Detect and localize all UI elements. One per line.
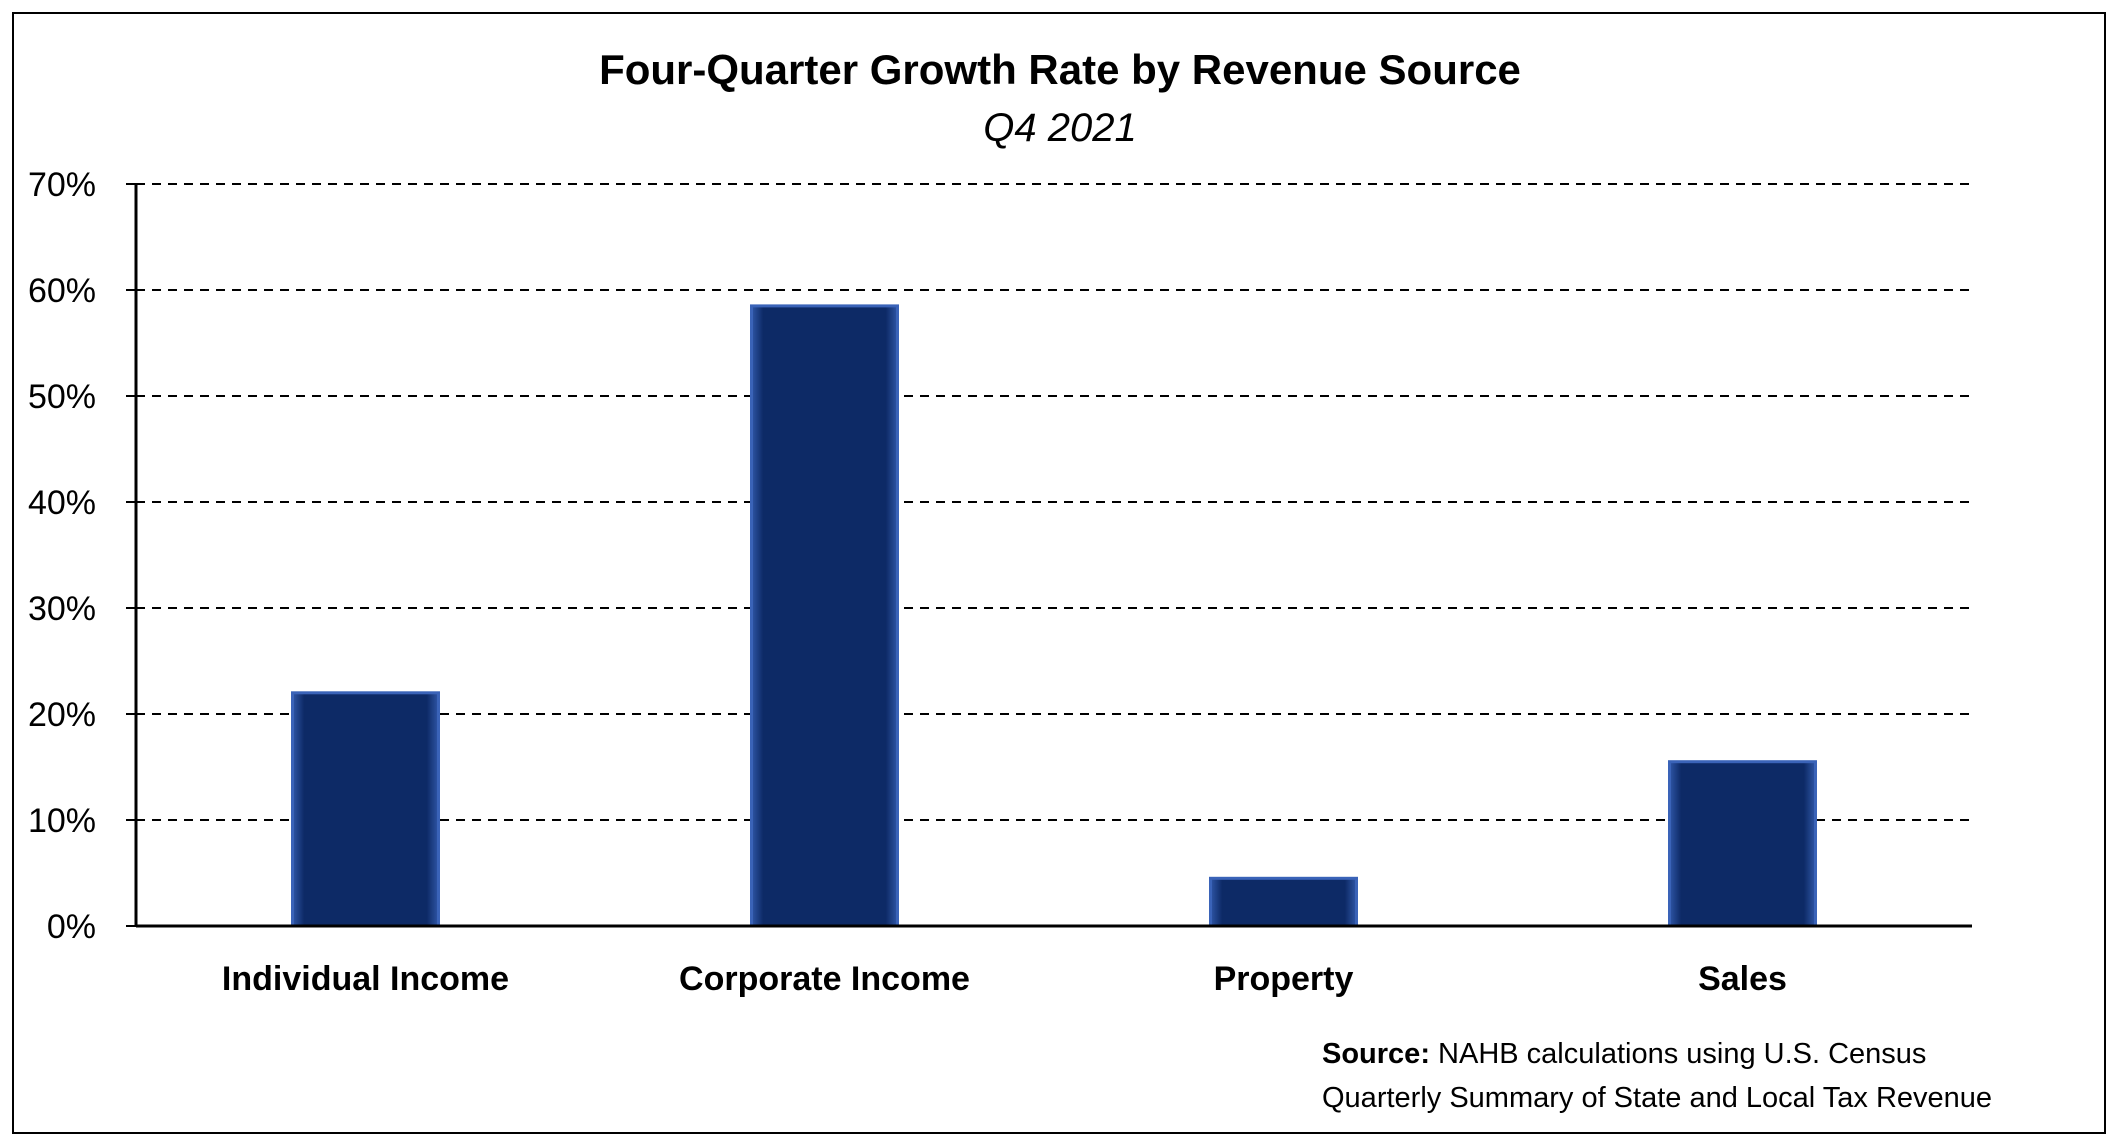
gridlines — [136, 183, 1972, 821]
y-tick-label: 70% — [28, 166, 96, 204]
y-tick-label: 0% — [47, 908, 96, 946]
bars — [291, 304, 1817, 928]
x-axis-labels: Individual Income Corporate Income Propert… — [222, 960, 1787, 998]
y-axis-ticks: 0% 10% 20% 30% 40% 50% 60% 70% — [28, 166, 136, 946]
bar-sales — [1668, 760, 1817, 928]
y-tick-label: 60% — [28, 272, 96, 310]
x-category-label: Corporate Income — [679, 960, 970, 998]
source-label: Source: — [1322, 1038, 1430, 1070]
y-tick-label: 40% — [28, 484, 96, 522]
y-tick-label: 30% — [28, 590, 96, 628]
source-note: Source: NAHB calculations using U.S. Cen… — [1322, 1032, 1992, 1120]
chart-subtitle: Q4 2021 — [983, 106, 1137, 150]
bar-individual-income — [291, 691, 440, 928]
x-category-label: Property — [1214, 960, 1354, 998]
chart-title: Four-Quarter Growth Rate by Revenue Sour… — [599, 46, 1521, 93]
y-tick-label: 50% — [28, 378, 96, 416]
source-line2: Quarterly Summary of State and Local Tax… — [1322, 1082, 1993, 1114]
x-category-label: Sales — [1698, 960, 1787, 998]
bar-corporate-income — [750, 304, 899, 928]
source-line1: NAHB calculations using U.S. Census — [1438, 1038, 1927, 1070]
y-tick-label: 20% — [28, 696, 96, 734]
bar-property — [1209, 876, 1358, 928]
chart-frame — [12, 12, 2106, 1134]
x-category-label: Individual Income — [222, 960, 509, 998]
y-tick-label: 10% — [28, 802, 96, 840]
